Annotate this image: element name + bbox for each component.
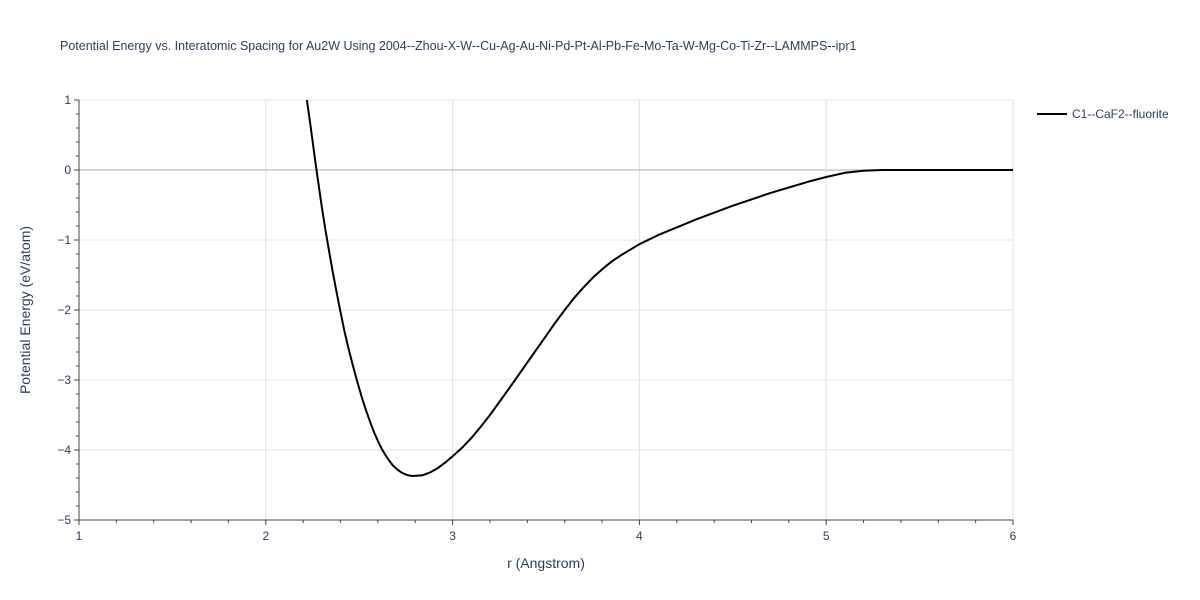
y-tick-label: 0 bbox=[64, 163, 71, 177]
legend-item[interactable]: C1--CaF2--fluorite bbox=[1037, 107, 1169, 121]
y-tick-label: −5 bbox=[57, 513, 71, 527]
y-tick-label: −4 bbox=[57, 443, 71, 457]
y-tick-label: 1 bbox=[64, 93, 71, 107]
chart-title: Potential Energy vs. Interatomic Spacing… bbox=[60, 39, 857, 53]
plot-area bbox=[305, 100, 1013, 477]
x-tick-label: 3 bbox=[449, 529, 456, 543]
x-tick-label: 4 bbox=[636, 529, 643, 543]
x-tick-label: 6 bbox=[1010, 529, 1017, 543]
x-tick-label: 5 bbox=[823, 529, 830, 543]
x-axis-title: r (Angstrom) bbox=[507, 555, 585, 571]
y-tick-label: −2 bbox=[57, 303, 71, 317]
grid bbox=[79, 99, 1014, 520]
y-tick-label: −3 bbox=[57, 373, 71, 387]
axes: 1 2 3 4 5 6 1 0 −1 −2 −3 −4 −5 bbox=[57, 93, 1016, 543]
legend[interactable]: C1--CaF2--fluorite bbox=[1037, 107, 1169, 121]
y-axis-title: Potential Energy (eV/atom) bbox=[17, 226, 33, 394]
y-tick-label: −1 bbox=[57, 233, 71, 247]
legend-label: C1--CaF2--fluorite bbox=[1072, 107, 1169, 121]
x-tick-label: 1 bbox=[76, 529, 83, 543]
series-line bbox=[305, 100, 1013, 477]
x-tick-label: 2 bbox=[262, 529, 269, 543]
